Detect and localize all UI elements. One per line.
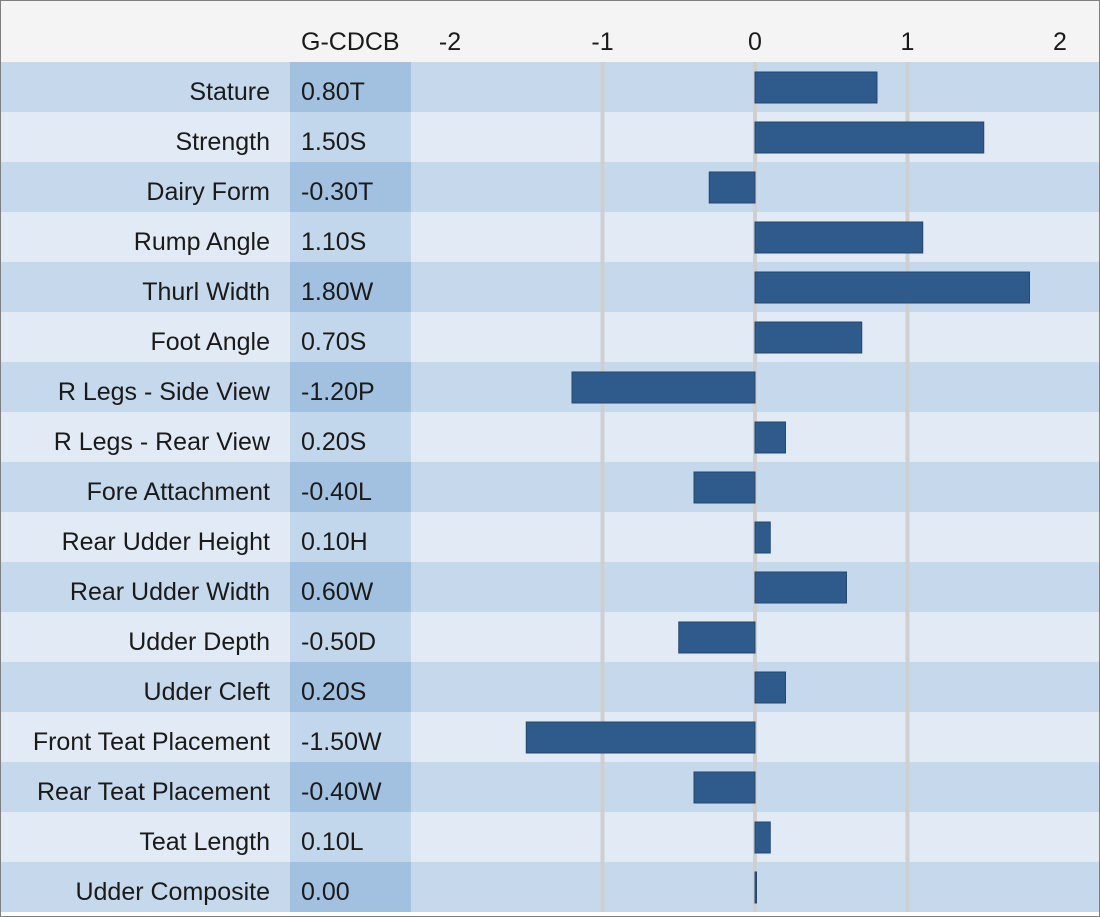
trait-bar <box>693 471 756 504</box>
score-cell-background <box>290 612 411 662</box>
score-cell-background <box>290 62 411 112</box>
trait-bar <box>571 371 756 404</box>
trait-bar <box>525 721 756 754</box>
trait-bar <box>754 521 771 554</box>
labels: G-CDCB -2 -1 0 1 2 Stature 0.80T Strength 1.50S Da… <box>33 28 1067 906</box>
score-column-header: G-CDCB <box>301 28 400 56</box>
row-background <box>1 512 1099 562</box>
trait-label: Strength <box>175 128 270 156</box>
row-background <box>1 162 1099 212</box>
gridline <box>600 62 605 912</box>
trait-score: 0.10L <box>301 828 364 856</box>
row-background <box>1 762 1099 812</box>
trait-bar <box>754 871 757 904</box>
score-cell-background <box>290 562 411 612</box>
score-cell-background <box>290 762 411 812</box>
score-cell-background <box>290 512 411 562</box>
trait-label: Fore Attachment <box>87 478 270 506</box>
row-background <box>1 612 1099 662</box>
score-cell-background <box>290 162 411 212</box>
score-cell-background <box>290 712 411 762</box>
trait-label: Stature <box>189 78 270 106</box>
trait-score: -0.40L <box>301 478 372 506</box>
trait-score: 0.80T <box>301 78 365 106</box>
trait-score: -0.40W <box>301 778 382 806</box>
score-cell-background <box>290 362 411 412</box>
row-background <box>1 62 1099 112</box>
trait-score: 1.50S <box>301 128 366 156</box>
trait-bar <box>754 221 924 254</box>
row-background <box>1 462 1099 512</box>
trait-bar <box>754 71 878 104</box>
trait-score: -1.20P <box>301 378 375 406</box>
score-cell-background <box>290 112 411 162</box>
score-cell-background <box>290 212 411 262</box>
trait-label: Rear Udder Width <box>70 578 270 606</box>
row-background <box>1 562 1099 612</box>
trait-bar <box>754 321 863 354</box>
trait-label: Rear Teat Placement <box>37 778 270 806</box>
trait-label: Udder Depth <box>128 628 270 656</box>
bars <box>525 71 1030 904</box>
trait-score: 0.10H <box>301 528 368 556</box>
score-cell-background <box>290 412 411 462</box>
trait-score: -0.30T <box>301 178 373 206</box>
trait-label: Teat Length <box>139 828 270 856</box>
row-background <box>1 662 1099 712</box>
x-tick-label: -1 <box>591 28 613 56</box>
trait-score: -1.50W <box>301 728 382 756</box>
trait-score: 0.70S <box>301 328 366 356</box>
trait-label: Rump Angle <box>134 228 270 256</box>
trait-label: R Legs - Side View <box>58 378 271 406</box>
trait-bar <box>708 171 756 204</box>
header-background <box>1 1 1099 62</box>
trait-bar <box>754 671 786 704</box>
trait-score: 0.60W <box>301 578 374 606</box>
trait-label: Udder Cleft <box>144 678 270 706</box>
row-background <box>1 362 1099 412</box>
row-background <box>1 812 1099 862</box>
trait-score: 1.10S <box>301 228 366 256</box>
trait-label: Rear Udder Height <box>62 528 270 556</box>
trait-label: Dairy Form <box>146 178 270 206</box>
trait-score: -0.50D <box>301 628 376 656</box>
trait-label: Udder Composite <box>75 878 270 906</box>
trait-label: Thurl Width <box>142 278 270 306</box>
trait-bar <box>678 621 756 654</box>
trait-bar <box>754 121 985 154</box>
trait-score: 0.20S <box>301 428 366 456</box>
x-tick-label: 0 <box>748 28 762 56</box>
trait-label: Foot Angle <box>150 328 270 356</box>
row-background <box>1 312 1099 362</box>
x-tick-label: -2 <box>439 28 461 56</box>
trait-bar <box>754 571 847 604</box>
trait-score: 0.20S <box>301 678 366 706</box>
score-cell-background <box>290 862 411 912</box>
score-cell-background <box>290 812 411 862</box>
row-background <box>1 862 1099 912</box>
score-cell-background <box>290 312 411 362</box>
x-tick-label: 1 <box>901 28 915 56</box>
trait-score: 1.80W <box>301 278 374 306</box>
trait-label: R Legs - Rear View <box>54 428 271 456</box>
trait-bar <box>754 421 786 454</box>
trait-bar <box>693 771 756 804</box>
score-cell-background <box>290 662 411 712</box>
x-tick-label: 2 <box>1053 28 1067 56</box>
trait-label: Front Teat Placement <box>33 728 270 756</box>
gridline <box>905 62 910 912</box>
score-cell-background <box>290 262 411 312</box>
trait-bar <box>754 271 1030 304</box>
trait-bar <box>754 821 771 854</box>
row-background <box>1 412 1099 462</box>
score-cell-background <box>290 462 411 512</box>
trait-score: 0.00 <box>301 878 350 906</box>
